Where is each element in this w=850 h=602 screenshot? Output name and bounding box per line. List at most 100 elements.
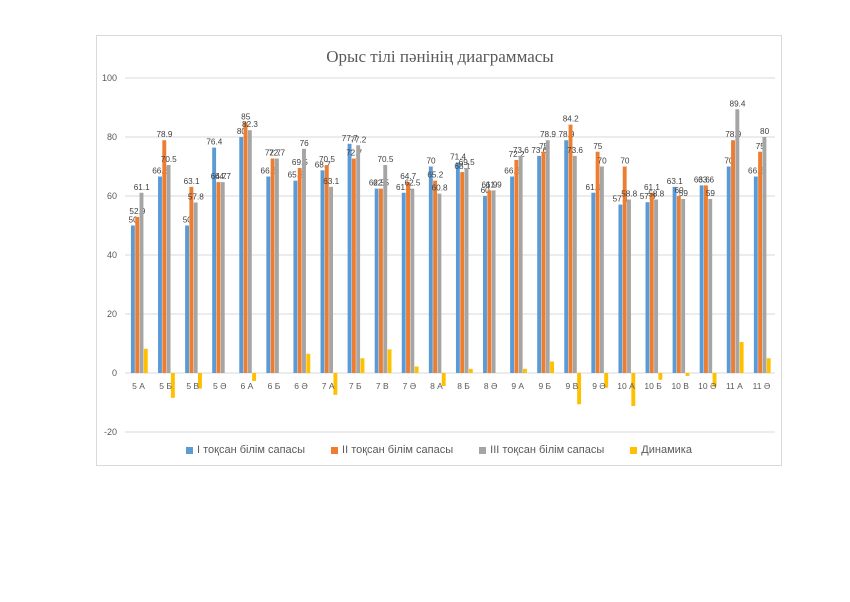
bar-4 — [198, 373, 202, 389]
data-label: 63.1 — [323, 177, 339, 186]
bar-1 — [591, 192, 596, 373]
x-tick-label: 7 В — [376, 381, 389, 391]
bar-4 — [766, 358, 771, 373]
bar-4 — [387, 349, 392, 373]
data-label: 63.6 — [694, 175, 710, 184]
data-label: 75 — [756, 142, 766, 151]
legend-label-q2: ІІ тоқсан білім сапасы — [342, 444, 454, 456]
data-label: 59 — [679, 189, 689, 198]
data-label: 72.2 — [509, 150, 525, 159]
bar-2 — [324, 165, 329, 373]
data-label: 57.9 — [640, 192, 656, 201]
data-label: 58.8 — [621, 190, 637, 199]
legend-item-q3: ІІІ тоқсан білім сапасы — [479, 444, 604, 456]
data-label: 80 — [237, 127, 247, 136]
y-tick-label: 40 — [107, 250, 117, 260]
data-label: 71.4 — [450, 152, 466, 161]
bar-3 — [491, 190, 496, 373]
data-label: 52.9 — [129, 207, 145, 216]
data-label: 76 — [300, 139, 310, 148]
bar-3 — [708, 198, 713, 373]
bar-2 — [270, 158, 275, 373]
bar-2 — [189, 186, 194, 373]
x-tick-label: 10 Б — [644, 381, 662, 391]
bar-4 — [333, 373, 338, 395]
bar-3 — [627, 199, 631, 373]
bar-1 — [266, 176, 271, 373]
data-label: 76.4 — [206, 138, 222, 147]
x-tick-label: 9 А — [511, 381, 524, 391]
data-label: 66.6 — [261, 167, 277, 176]
bar-2 — [162, 140, 167, 373]
data-label: 70 — [620, 157, 630, 166]
bar-2 — [378, 188, 383, 373]
bar-1 — [239, 137, 244, 373]
bar-3 — [220, 182, 225, 373]
legend-label-dynamics: Динамика — [641, 444, 692, 456]
chart-legend: І тоқсан білім сапасы ІІ тоқсан білім са… — [96, 444, 782, 456]
data-label: 68.1 — [454, 162, 470, 171]
bar-3 — [545, 140, 550, 373]
data-label: 75 — [539, 142, 549, 151]
data-label: 57.1 — [613, 195, 629, 204]
x-tick-label: 7 Ә — [403, 381, 417, 391]
data-label: 64.7 — [400, 172, 416, 181]
bar-3 — [464, 167, 469, 373]
data-label: 75 — [593, 142, 603, 151]
bar-4 — [685, 373, 690, 376]
x-tick-label: 8 А — [430, 381, 443, 391]
legend-swatch-dynamics — [630, 446, 638, 454]
x-tick-label: 6 Ә — [294, 381, 308, 391]
chart-frame: Орыс тілі пәнінің диаграммасы -20 0 20 40 60 8… — [96, 35, 782, 466]
bar-2 — [351, 158, 356, 373]
bar-3 — [383, 165, 388, 373]
bar-4 — [739, 342, 744, 373]
bar-3 — [247, 130, 252, 373]
bar-2 — [135, 216, 140, 373]
bar-1 — [130, 225, 135, 373]
x-tick-label: 8 Ә — [484, 381, 498, 391]
data-label: 59 — [706, 189, 716, 198]
data-label: 70 — [598, 157, 608, 166]
data-label: 70 — [724, 157, 734, 166]
data-label: 61.1 — [134, 183, 150, 192]
bar-3 — [518, 155, 523, 373]
x-tick-label: 10 В — [671, 381, 689, 391]
bar-2 — [297, 167, 302, 373]
y-tick-label: 20 — [107, 309, 117, 319]
x-tick-label: 10 Ә — [698, 381, 716, 391]
data-label: 66.6 — [748, 167, 764, 176]
data-label: 72.7 — [265, 149, 281, 158]
y-tick-label: 0 — [112, 368, 117, 378]
bar-1 — [672, 186, 677, 373]
y-tick-label: 100 — [102, 73, 117, 83]
data-label: 62.5 — [369, 179, 385, 188]
data-label: 78.9 — [558, 130, 574, 139]
bar-4 — [658, 373, 663, 380]
legend-swatch-q3 — [479, 446, 487, 454]
data-label: 70 — [426, 157, 436, 166]
bar-4 — [252, 373, 257, 381]
data-label: 70.5 — [377, 155, 393, 164]
x-tick-label: 9 Б — [538, 381, 551, 391]
data-label: 70.5 — [319, 155, 335, 164]
bar-chart: Орыс тілі пәнінің диаграммасы -20 0 20 40 60 8… — [102, 47, 775, 437]
bar-2 — [595, 151, 600, 373]
data-label: 57.8 — [188, 192, 204, 201]
data-label: 72.7 — [269, 149, 285, 158]
bar-1 — [428, 166, 433, 373]
bar-3 — [139, 192, 144, 373]
bar-3 — [735, 109, 740, 374]
data-label: 78.9 — [725, 130, 741, 139]
bar-2 — [703, 185, 708, 373]
data-label: 65.2 — [288, 171, 304, 180]
bar-1 — [212, 147, 217, 373]
bar-2 — [541, 151, 546, 373]
bar-1 — [483, 196, 487, 373]
bar-2 — [487, 190, 492, 373]
data-label: 66.6 — [504, 167, 520, 176]
data-label: 66.6 — [152, 167, 168, 176]
data-label: 69.5 — [292, 158, 308, 167]
bar-3 — [437, 193, 442, 373]
x-tick-label: 11 Ә — [753, 381, 771, 391]
